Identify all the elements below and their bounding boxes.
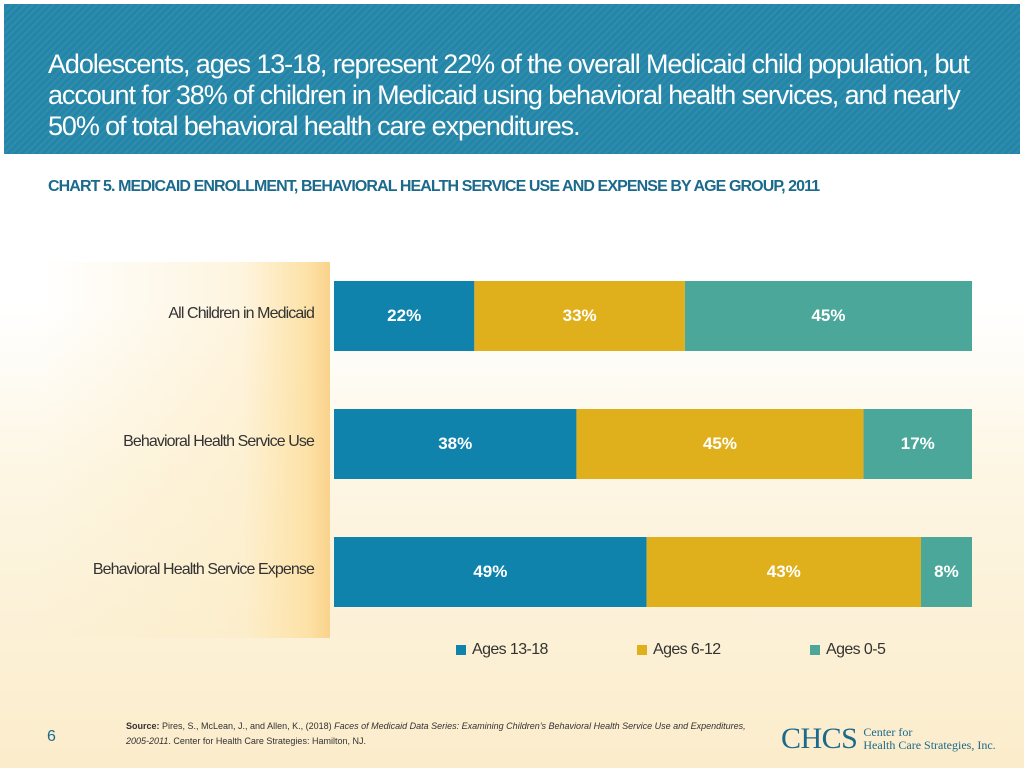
data-label-ages-13-18-1: 38% [438,434,472,454]
data-label-ages-13-18-2: 49% [473,562,507,582]
logo-text: Center for Health Care Strategies, Inc. [863,726,995,752]
source-citation: Source: Pires, S., McLean, J., and Allen… [126,719,766,749]
logo-mark: CHCS [781,724,857,754]
legend-label-ages-6-12: Ages 6-12 [653,641,721,659]
data-label-ages-0-5-1: 17% [901,434,935,454]
source-label: Source: [126,721,160,731]
legend-swatch-ages-6-12 [637,645,647,655]
legend-item-ages-13-18: Ages 13-18 [456,641,548,659]
source-text-authors: Pires, S., McLean, J., and Allen, K., (2… [160,721,335,731]
legend-label-ages-13-18: Ages 13-18 [472,641,548,659]
data-label-ages-0-5-2: 8% [934,562,959,582]
data-label-ages-13-18-0: 22% [387,306,421,326]
chart-legend: Ages 13-18 Ages 6-12 Ages 0-5 [0,641,1024,663]
logo-text-line2: Health Care Strategies, Inc. [863,738,995,752]
logo-text-line1: Center for [863,725,912,739]
legend-item-ages-6-12: Ages 6-12 [637,641,721,659]
legend-item-ages-0-5: Ages 0-5 [810,641,885,659]
data-label-ages-6-12-1: 45% [703,434,737,454]
page-number: 6 [47,728,56,746]
legend-swatch-ages-13-18 [456,645,466,655]
legend-swatch-ages-0-5 [810,645,820,655]
legend-label-ages-0-5: Ages 0-5 [826,641,885,659]
chcs-logo: CHCS Center for Health Care Strategies, … [781,724,996,754]
data-label-ages-6-12-0: 33% [563,306,597,326]
source-text-publisher: . Center for Health Care Strategies: Ham… [168,736,366,746]
data-label-ages-6-12-2: 43% [767,562,801,582]
data-label-ages-0-5-0: 45% [811,306,845,326]
